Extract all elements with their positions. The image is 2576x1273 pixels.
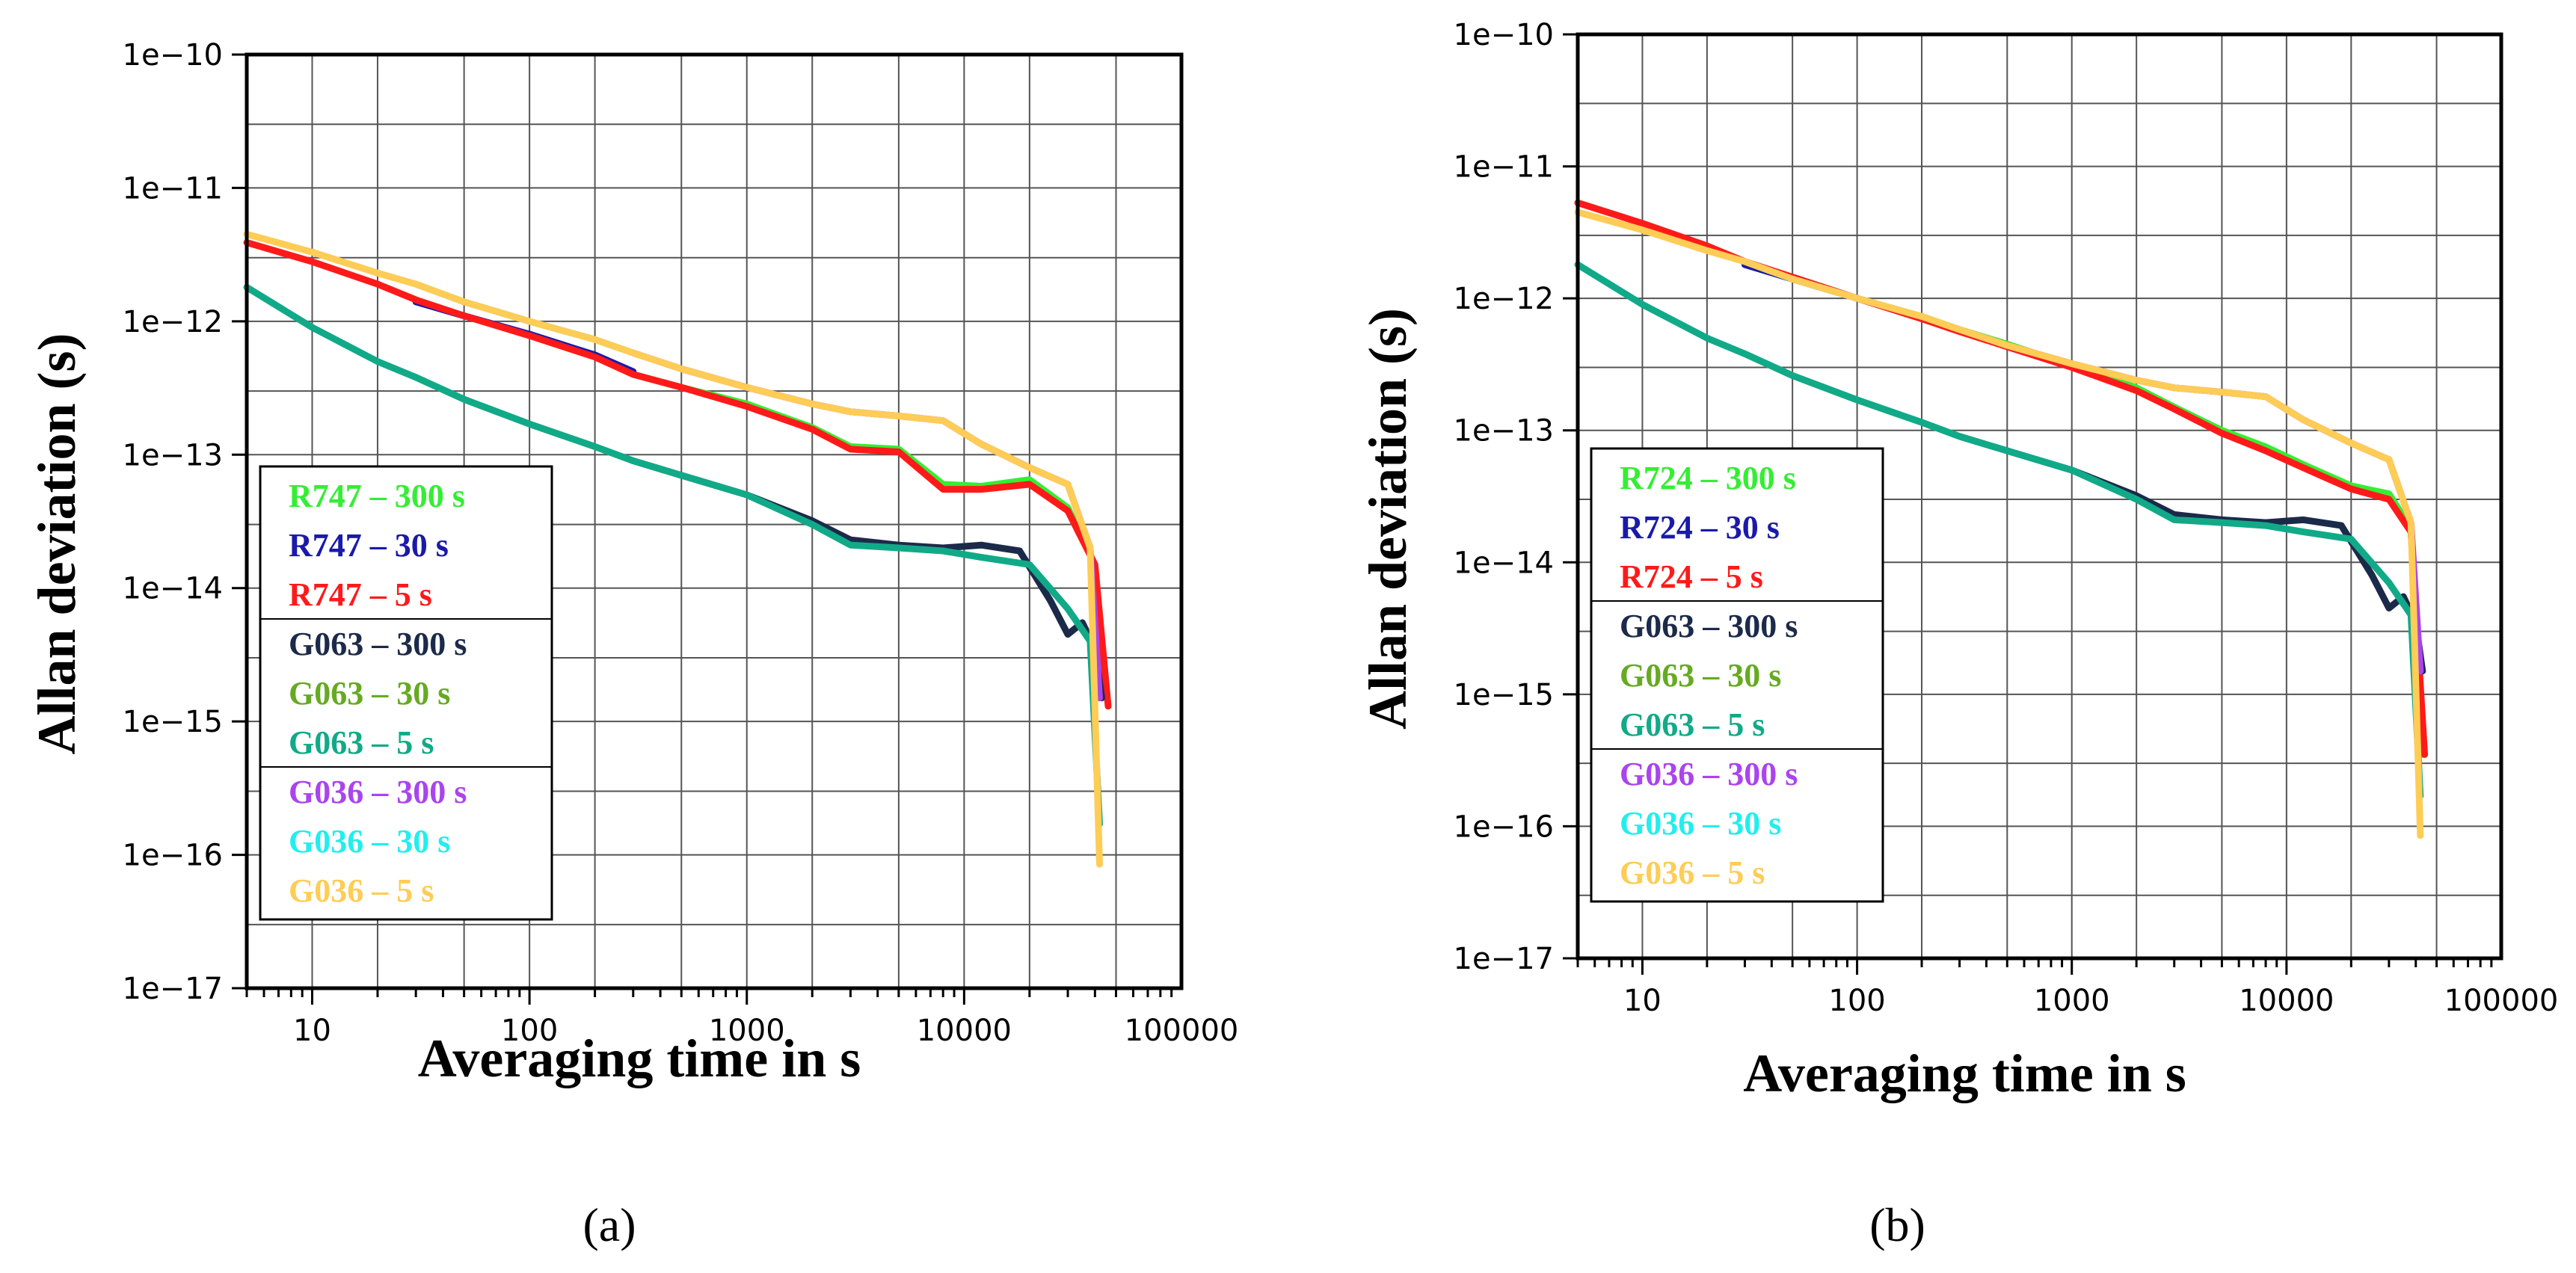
plot-frame (245, 52, 1184, 990)
legend-entry: G063 – 300 s (289, 626, 467, 662)
x-tick-label: 100 (1828, 984, 1885, 1018)
y-tick-label: 1e−16 (123, 839, 223, 873)
series-lines (243, 230, 1112, 868)
series-line-g063-300-s (1956, 433, 2426, 675)
x-tick-label: 100000 (2444, 984, 2559, 1018)
y-tick-label: 1e−11 (1454, 150, 1554, 185)
x-tick-label: 10 (1623, 984, 1662, 1018)
series-lines (1574, 199, 2429, 839)
legend-entry: G036 – 5 s (289, 872, 434, 909)
y-tick-label: 1e−12 (1454, 282, 1554, 316)
legend-entry: R724 – 30 s (1620, 509, 1780, 546)
series-line-g063-5-s (1574, 261, 2424, 800)
y-tick-label: 1e−11 (123, 171, 223, 206)
legend-entry: G063 – 300 s (1620, 608, 1798, 644)
legend-entry: G063 – 5 s (1620, 706, 1765, 743)
x-tick-label: 1000 (709, 1014, 785, 1048)
legend-entry: G063 – 30 s (1620, 657, 1781, 694)
y-tick-label: 1e−17 (123, 972, 223, 1006)
legend-entry: R724 – 5 s (1620, 558, 1763, 595)
legend-entry: G036 – 5 s (1620, 854, 1765, 891)
y-tick-label: 1e−13 (123, 438, 223, 472)
y-tick-label: 1e−15 (1454, 678, 1554, 712)
x-tick-label: 1000 (2034, 984, 2110, 1018)
series-line-r747-300-s (630, 371, 1110, 702)
legend-entry: R747 – 5 s (289, 576, 432, 613)
x-tick-label: 10 (293, 1014, 331, 1048)
y-tick-label: 1e−13 (1454, 414, 1554, 449)
series-line-g036-5-s (1574, 209, 2424, 839)
y-tick-label: 1e−10 (123, 38, 223, 73)
legend: R724 – 300 s R724 – 30 s R724 – 5 s G063 – … (1590, 447, 1884, 903)
legend-box (1590, 447, 1884, 903)
legend: R747 – 300 s R747 – 30 s R747 – 5 s G063 – … (259, 465, 553, 921)
y-axis-label: Allan deviation (s) (27, 333, 87, 754)
x-tick-label: 10000 (2239, 984, 2334, 1018)
x-axis-label: Averaging time in s (1743, 1044, 2186, 1103)
y-tick-label: 1e−10 (1454, 18, 1554, 52)
legend-entry: G036 – 30 s (1620, 805, 1781, 842)
series-line-g063-5-s (243, 283, 1103, 827)
legend-entry: G036 – 300 s (289, 774, 467, 810)
series-line-r747-5-s (243, 238, 1112, 710)
legend-entry: G036 – 30 s (289, 823, 450, 860)
legend-entry: G063 – 5 s (289, 724, 434, 761)
series-line-g036-5-s (243, 230, 1103, 868)
y-tick-label: 1e−16 (1454, 810, 1554, 844)
y-tick-label: 1e−12 (123, 305, 223, 339)
legend-entry: R747 – 30 s (289, 527, 449, 564)
legend-entry: R747 – 300 s (289, 478, 465, 514)
grid (247, 55, 1181, 988)
y-tick-label: 1e−14 (1454, 546, 1554, 580)
series-line-g063-300-s (630, 457, 1105, 702)
y-tick-label: 1e−14 (123, 572, 223, 606)
legend-entry: R724 – 300 s (1620, 460, 1796, 496)
plot-frame (1576, 32, 2503, 961)
panel-label: (b) (1869, 1198, 1925, 1251)
panel-label: (a) (582, 1198, 636, 1251)
y-axis-label: Allan deviation (s) (1358, 308, 1418, 730)
chart-panel-b: 10 100 1000 10000 100000 1e−10 1e−11 1e−12 1e−13… (1358, 18, 2558, 1251)
y-tick-label: 1e−15 (123, 705, 223, 739)
x-axis-label: Averaging time in s (418, 1029, 861, 1088)
legend-box (259, 465, 553, 921)
legend-entry: G036 – 300 s (1620, 756, 1798, 792)
chart-panel-a: 10 100 1000 10000 100000 1e−10 1e−11 1e−12 1e−13… (27, 38, 1238, 1251)
x-tick-label: 100000 (1125, 1014, 1239, 1048)
legend-entry: G063 – 30 s (289, 675, 450, 712)
x-tick-label: 10000 (917, 1014, 1012, 1048)
x-tick-label: 100 (501, 1014, 558, 1048)
y-tick-label: 1e−17 (1454, 942, 1554, 976)
